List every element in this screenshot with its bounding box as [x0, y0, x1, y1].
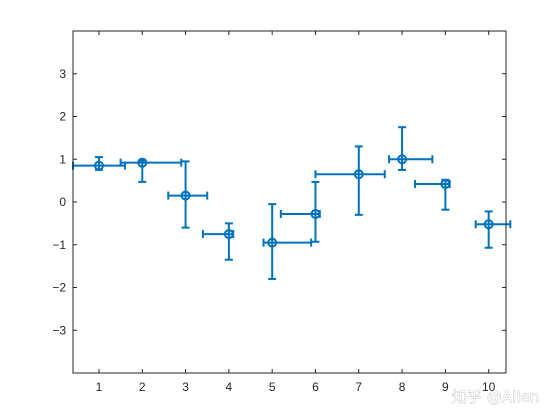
- plot-area: [73, 31, 506, 373]
- data-marker: [483, 219, 494, 230]
- data-point-7: [314, 145, 386, 216]
- x-tick-label: 7: [355, 380, 362, 394]
- data-point-4: [201, 222, 235, 261]
- x-tick-label: 4: [226, 380, 233, 394]
- x-tick-label: 5: [269, 380, 276, 394]
- y-axis-ticks: −3 −2 −1 0 1 2 3: [52, 67, 506, 337]
- x-tick-label: 3: [182, 380, 189, 394]
- data-marker: [180, 190, 191, 201]
- data-point-3: [167, 160, 209, 229]
- data-marker: [223, 229, 234, 240]
- axes-box: [72, 30, 507, 374]
- y-tick-label: 0: [59, 195, 66, 209]
- x-tick-label: 1: [96, 380, 103, 394]
- data-point-6: [279, 180, 321, 243]
- x-tick-label: 6: [312, 380, 319, 394]
- y-tick-label: −1: [52, 238, 66, 252]
- data-point-2: [119, 157, 183, 183]
- data-marker: [310, 208, 321, 219]
- data-point-5: [262, 203, 313, 280]
- data-marker: [267, 237, 278, 248]
- y-tick-label: 2: [59, 110, 66, 124]
- data-point-10: [474, 210, 512, 249]
- x-tick-label: 9: [442, 380, 449, 394]
- data-point-9: [414, 178, 451, 211]
- y-tick-label: −3: [52, 323, 66, 337]
- data-marker: [93, 160, 104, 171]
- y-tick-label: −2: [52, 281, 66, 295]
- data-series: [72, 126, 512, 280]
- data-marker: [353, 169, 364, 180]
- x-tick-label: 10: [482, 380, 496, 394]
- x-tick-label: 2: [139, 380, 146, 394]
- data-marker: [397, 154, 408, 165]
- data-marker: [137, 157, 148, 168]
- data-marker: [440, 179, 451, 190]
- watermark-text: 知乎 @Alien: [452, 388, 539, 406]
- data-point-8: [388, 126, 434, 171]
- y-tick-label: 3: [59, 67, 66, 81]
- x-axis-ticks: 1 2 3 4 5 6 7 8 9 10: [96, 31, 496, 394]
- y-tick-label: 1: [59, 152, 66, 166]
- x-tick-label: 8: [399, 380, 406, 394]
